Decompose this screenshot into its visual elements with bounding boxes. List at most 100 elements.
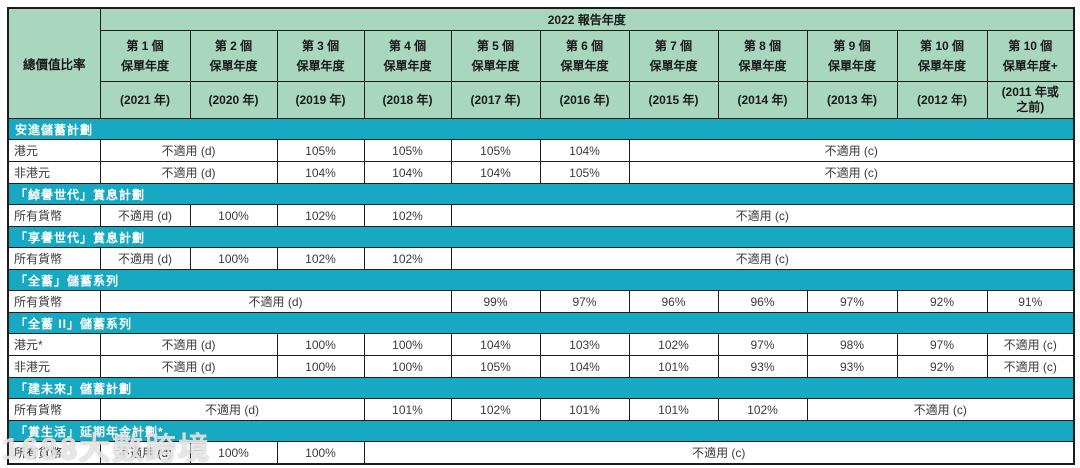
calendar-year-header-11: (2011 年或 之前)	[986, 81, 1075, 119]
value-cell: 104%	[276, 161, 365, 184]
value-cell: 不適用 (c)	[450, 247, 1075, 270]
value-cell: 101%	[539, 398, 630, 421]
section-title: 「賞生活」延期年金計劃*	[7, 420, 1075, 442]
value-cell: 100%	[276, 441, 365, 465]
value-cell: 105%	[450, 355, 541, 378]
calendar-year-header-3: (2019 年)	[276, 81, 365, 119]
row-label: 港元	[7, 139, 101, 162]
policy-year-header-1: 第 1 個保單年度	[99, 30, 191, 82]
table-row: 非港元 不適用 (d) 100% 100% 105% 104% 101% 93% 93% 92% 不…	[7, 355, 1075, 378]
section-title: 「綽譽世代」賞息計劃	[7, 183, 1075, 205]
value-cell: 92%	[896, 355, 988, 378]
value-cell: 97%	[539, 290, 630, 313]
row-label: 所有貨幣	[7, 247, 101, 270]
calendar-year-header-5: (2017 年)	[450, 81, 541, 119]
value-cell: 104%	[539, 355, 630, 378]
value-cell: 102%	[717, 398, 808, 421]
value-cell: 102%	[363, 247, 452, 270]
value-cell: 97%	[806, 290, 898, 313]
table-row: 所有貨幣 不適用 (d) 101% 102% 101% 101% 102% 不適用 (c)	[7, 398, 1075, 421]
policy-year-header-8: 第 8 個保單年度	[717, 30, 808, 82]
calendar-year-header-7: (2015 年)	[628, 81, 719, 119]
value-cell: 不適用 (d)	[99, 355, 278, 378]
value-cell: 93%	[806, 355, 898, 378]
row-label: 所有貨幣	[7, 204, 101, 227]
value-cell: 100%	[363, 333, 452, 356]
policy-year-header-2: 第 2 個保單年度	[189, 30, 278, 82]
section-row-7: 「賞生活」延期年金計劃*	[7, 420, 1075, 442]
value-cell: 99%	[450, 290, 541, 313]
value-cell: 不適用 (d)	[99, 441, 191, 465]
value-cell: 91%	[986, 290, 1075, 313]
policy-year-header-6: 第 6 個保單年度	[539, 30, 630, 82]
table-body: 安進儲蓄計劃 港元 不適用 (d) 105% 105% 105% 104% 不適用 (c) 非港…	[7, 118, 1075, 465]
table-row: 所有貨幣 不適用 (d) 100% 102% 102% 不適用 (c)	[7, 204, 1075, 227]
section-title: 「建未來」儲蓄計劃	[7, 377, 1075, 399]
corner-label: 總價值比率	[7, 7, 101, 119]
row-label: 非港元	[7, 161, 101, 184]
table-row: 港元* 不適用 (d) 100% 100% 104% 103% 102% 97% 98% 97% 不…	[7, 333, 1075, 356]
calendar-year-header-10: (2012 年)	[896, 81, 988, 119]
value-cell: 104%	[450, 333, 541, 356]
section-row-1: 安進儲蓄計劃	[7, 118, 1075, 140]
section-row-5: 「全蓄 II」儲蓄系列	[7, 312, 1075, 334]
calendar-year-header-9: (2013 年)	[806, 81, 898, 119]
calendar-year-row: (2021 年) (2020 年) (2019 年) (2018 年) (2017 年)…	[8, 81, 1075, 119]
table-header: 總價值比率 2022 報告年度 第 1 個保單年度第 2 個保單年度第 3 個保…	[7, 7, 1075, 119]
section-row-6: 「建未來」儲蓄計劃	[7, 377, 1075, 399]
value-cell: 不適用 (c)	[806, 398, 1075, 421]
value-cell: 105%	[539, 161, 630, 184]
table-row: 所有貨幣 不適用 (d) 99% 97% 96% 96% 97% 92% 91%	[7, 290, 1075, 313]
value-cell: 不適用 (d)	[99, 247, 191, 270]
value-cell: 102%	[363, 204, 452, 227]
value-cell: 103%	[539, 333, 630, 356]
value-cell: 101%	[628, 355, 719, 378]
value-cell: 100%	[189, 441, 278, 465]
row-label: 港元*	[7, 333, 101, 356]
value-cell: 102%	[450, 398, 541, 421]
total-value-ratio-table: 總價值比率 2022 報告年度 第 1 個保單年度第 2 個保單年度第 3 個保…	[7, 7, 1075, 465]
section-title: 「全蓄」儲蓄系列	[7, 269, 1075, 291]
calendar-year-header-8: (2014 年)	[717, 81, 808, 119]
value-cell: 97%	[896, 333, 988, 356]
section-title: 「全蓄 II」儲蓄系列	[7, 312, 1075, 334]
value-cell: 102%	[276, 204, 365, 227]
row-label: 所有貨幣	[7, 441, 101, 465]
policy-year-header-11: 第 10 個保單年度+	[986, 30, 1075, 82]
policy-year-header-4: 第 4 個保單年度	[363, 30, 452, 82]
value-cell: 不適用 (d)	[99, 333, 278, 356]
value-cell: 98%	[806, 333, 898, 356]
table-row: 所有貨幣 不適用 (d) 100% 102% 102% 不適用 (c)	[7, 247, 1075, 270]
value-cell: 97%	[717, 333, 808, 356]
value-cell: 101%	[363, 398, 452, 421]
value-cell: 101%	[628, 398, 719, 421]
value-cell: 不適用 (c)	[628, 139, 1075, 162]
row-label: 所有貨幣	[7, 398, 101, 421]
value-cell: 100%	[363, 355, 452, 378]
section-title: 「享譽世代」賞息計劃	[7, 226, 1075, 248]
value-cell: 不適用 (c)	[986, 355, 1075, 378]
table-row: 所有貨幣 不適用 (d) 100% 100% 不適用 (c)	[7, 441, 1075, 465]
value-cell: 104%	[539, 139, 630, 162]
value-cell: 96%	[628, 290, 719, 313]
value-cell: 不適用 (d)	[99, 204, 191, 227]
section-row-4: 「全蓄」儲蓄系列	[7, 269, 1075, 291]
table-row: 非港元 不適用 (d) 104% 104% 104% 105% 不適用 (c)	[7, 161, 1075, 184]
value-cell: 不適用 (c)	[986, 333, 1075, 356]
policy-year-header-3: 第 3 個保單年度	[276, 30, 365, 82]
value-cell: 不適用 (c)	[628, 161, 1075, 184]
policy-year-header-10: 第 10 個保單年度	[896, 30, 988, 82]
value-cell: 100%	[276, 333, 365, 356]
value-cell: 100%	[189, 204, 278, 227]
value-cell: 102%	[628, 333, 719, 356]
policy-year-header-9: 第 9 個保單年度	[806, 30, 898, 82]
value-cell: 不適用 (c)	[363, 441, 1075, 465]
row-label: 非港元	[7, 355, 101, 378]
calendar-year-header-4: (2018 年)	[363, 81, 452, 119]
value-cell: 105%	[450, 139, 541, 162]
value-cell: 92%	[896, 290, 988, 313]
value-cell: 96%	[717, 290, 808, 313]
value-cell: 不適用 (d)	[99, 398, 365, 421]
value-cell: 102%	[276, 247, 365, 270]
report-year-header: 2022 報告年度	[99, 7, 1075, 31]
